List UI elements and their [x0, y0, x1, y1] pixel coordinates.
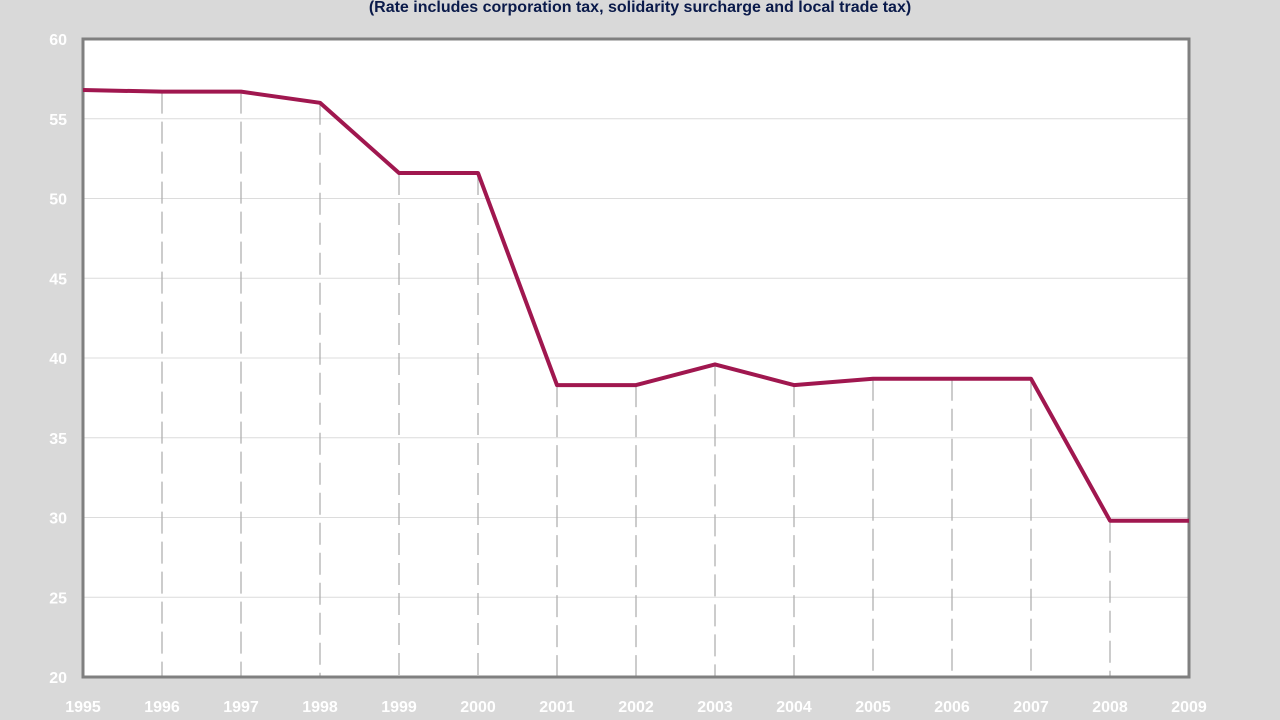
chart-subtitle: (Rate includes corporation tax, solidari… — [368, 0, 912, 16]
x-tick-label-2003: 2003 — [697, 699, 733, 716]
x-tick-label-1998: 1998 — [302, 699, 338, 716]
y-tick-label-40: 40 — [49, 351, 67, 368]
x-tick-label-2004: 2004 — [776, 699, 812, 716]
x-tick-label-2006: 2006 — [934, 699, 970, 716]
x-tick-label-2005: 2005 — [855, 699, 891, 716]
x-tick-label-2002: 2002 — [618, 699, 654, 716]
x-tick-label-1999: 1999 — [381, 699, 417, 716]
y-tick-label-25: 25 — [49, 590, 67, 607]
y-tick-label-30: 30 — [49, 511, 67, 528]
x-tick-label-2008: 2008 — [1092, 699, 1128, 716]
x-tick-label-2000: 2000 — [460, 699, 496, 716]
y-tick-label-45: 45 — [49, 271, 67, 288]
y-tick-label-55: 55 — [49, 112, 67, 129]
y-tick-label-50: 50 — [49, 192, 67, 209]
x-tick-label-1996: 1996 — [144, 699, 180, 716]
x-tick-label-2001: 2001 — [539, 699, 575, 716]
y-tick-label-35: 35 — [49, 431, 67, 448]
plot-border — [81, 37, 1191, 679]
x-tick-label-1995: 1995 — [65, 699, 101, 716]
y-tick-label-20: 20 — [49, 670, 67, 687]
x-tick-label-2007: 2007 — [1013, 699, 1049, 716]
x-tick-label-2009: 2009 — [1171, 699, 1207, 716]
x-tick-label-1997: 1997 — [223, 699, 259, 716]
y-tick-label-60: 60 — [49, 32, 67, 49]
